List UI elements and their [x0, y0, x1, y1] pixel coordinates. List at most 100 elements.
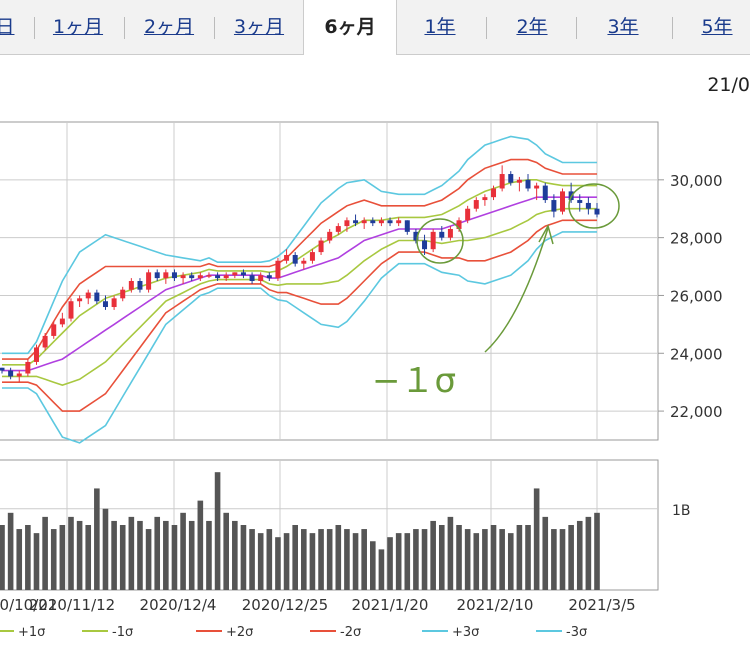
- minus1-sigma-line: [2, 207, 597, 386]
- volume-bar: [85, 525, 92, 590]
- candle: [0, 367, 5, 374]
- volume-bar: [490, 525, 497, 590]
- tab-2[interactable]: 2ヶ月: [143, 16, 195, 38]
- candle: [163, 269, 169, 284]
- volume-bar: [404, 533, 411, 590]
- candle-body: [16, 373, 22, 377]
- candle-body: [51, 324, 57, 336]
- tab-3[interactable]: 3ヶ月: [233, 16, 285, 38]
- candle-body: [94, 292, 100, 302]
- candle-body: [128, 281, 134, 290]
- candle: [16, 370, 22, 383]
- x-tick-label: 2020/12/4: [140, 596, 217, 614]
- volume-bar: [352, 533, 359, 590]
- candle: [77, 295, 83, 308]
- volume-bar: [395, 533, 402, 590]
- tab-4[interactable]: 6ヶ月: [303, 0, 397, 55]
- tab-7[interactable]: 3年: [607, 16, 639, 38]
- volume-bar: [232, 520, 238, 590]
- candle: [85, 289, 91, 305]
- tab-separator: [124, 17, 125, 39]
- candle-body: [378, 220, 384, 224]
- arrow-head: [538, 224, 554, 245]
- candle-body: [585, 202, 591, 209]
- volume-bar: [68, 516, 74, 590]
- candle-body: [189, 275, 195, 279]
- volume-bar: [188, 520, 195, 590]
- tab-separator: [672, 17, 673, 39]
- volume-bar: [16, 529, 23, 590]
- volume-bar: [42, 516, 48, 590]
- candle-body: [249, 275, 255, 281]
- candle: [534, 182, 540, 201]
- legend-label: +1σ: [18, 625, 45, 640]
- plus2-sigma-line: [2, 158, 597, 360]
- volume-bar: [0, 525, 5, 590]
- candle-body: [551, 200, 557, 212]
- tab-0[interactable]: 日: [0, 16, 15, 38]
- candle-body: [232, 272, 238, 276]
- candle-body: [197, 275, 203, 279]
- volume-bar: [438, 525, 445, 590]
- volume-bar: [292, 525, 298, 590]
- volume-bar: [76, 520, 83, 590]
- annotation-group: −１σ: [372, 183, 620, 401]
- candle: [137, 278, 143, 293]
- candle-body: [404, 220, 410, 232]
- moving-average-line: [2, 196, 597, 372]
- candle: [318, 237, 324, 255]
- candle: [378, 217, 384, 227]
- candle: [585, 197, 591, 215]
- candle-body: [560, 191, 566, 212]
- candle: [223, 272, 229, 281]
- volume-bar: [275, 537, 281, 590]
- volume-bar: [378, 549, 385, 590]
- volume-bar: [309, 533, 316, 590]
- minus3-sigma-line: [2, 231, 597, 444]
- volume-bar: [335, 525, 342, 590]
- candle-body: [240, 272, 246, 276]
- candle-body: [353, 220, 359, 224]
- candle: [171, 269, 177, 281]
- candle-body: [215, 275, 221, 279]
- candle: [284, 249, 290, 264]
- volume-bar: [576, 520, 583, 590]
- legend-label: +2σ: [226, 625, 253, 640]
- y-tick-label: 26,000: [670, 287, 723, 305]
- candle-body: [180, 275, 186, 279]
- candle: [473, 197, 479, 212]
- candle-body: [33, 347, 39, 362]
- legend-label: -3σ: [566, 625, 587, 640]
- candle-body: [8, 370, 14, 377]
- candle-body: [499, 174, 505, 189]
- volume-bar: [171, 525, 178, 590]
- volume-bar: [318, 529, 324, 590]
- tab-6[interactable]: 2年: [516, 16, 548, 38]
- tab-1[interactable]: 1ヶ月: [52, 16, 104, 38]
- candle-body: [284, 254, 290, 261]
- volume-bar: [214, 472, 221, 590]
- volume-bar: [102, 508, 109, 590]
- candle-body: [447, 228, 453, 238]
- volume-bar: [568, 525, 574, 590]
- volume-bar: [240, 525, 247, 590]
- volume-bar: [154, 516, 161, 590]
- candle: [94, 289, 100, 305]
- date-readout: 21/0: [707, 74, 750, 96]
- volume-bar: [594, 512, 600, 590]
- volume-bar: [473, 533, 480, 590]
- candle: [292, 252, 298, 267]
- volume-bar: [111, 520, 117, 590]
- volume-bar: [387, 537, 393, 590]
- candle: [240, 269, 246, 279]
- tab-8[interactable]: 5年: [701, 16, 733, 38]
- candle: [577, 194, 583, 212]
- tab-5[interactable]: 1年: [424, 16, 456, 38]
- candle: [370, 217, 376, 227]
- candle: [508, 171, 514, 186]
- candle-body: [318, 240, 324, 253]
- candle: [180, 272, 186, 284]
- candle: [51, 321, 57, 339]
- volume-bar: [33, 533, 40, 590]
- volume-bar: [119, 525, 126, 590]
